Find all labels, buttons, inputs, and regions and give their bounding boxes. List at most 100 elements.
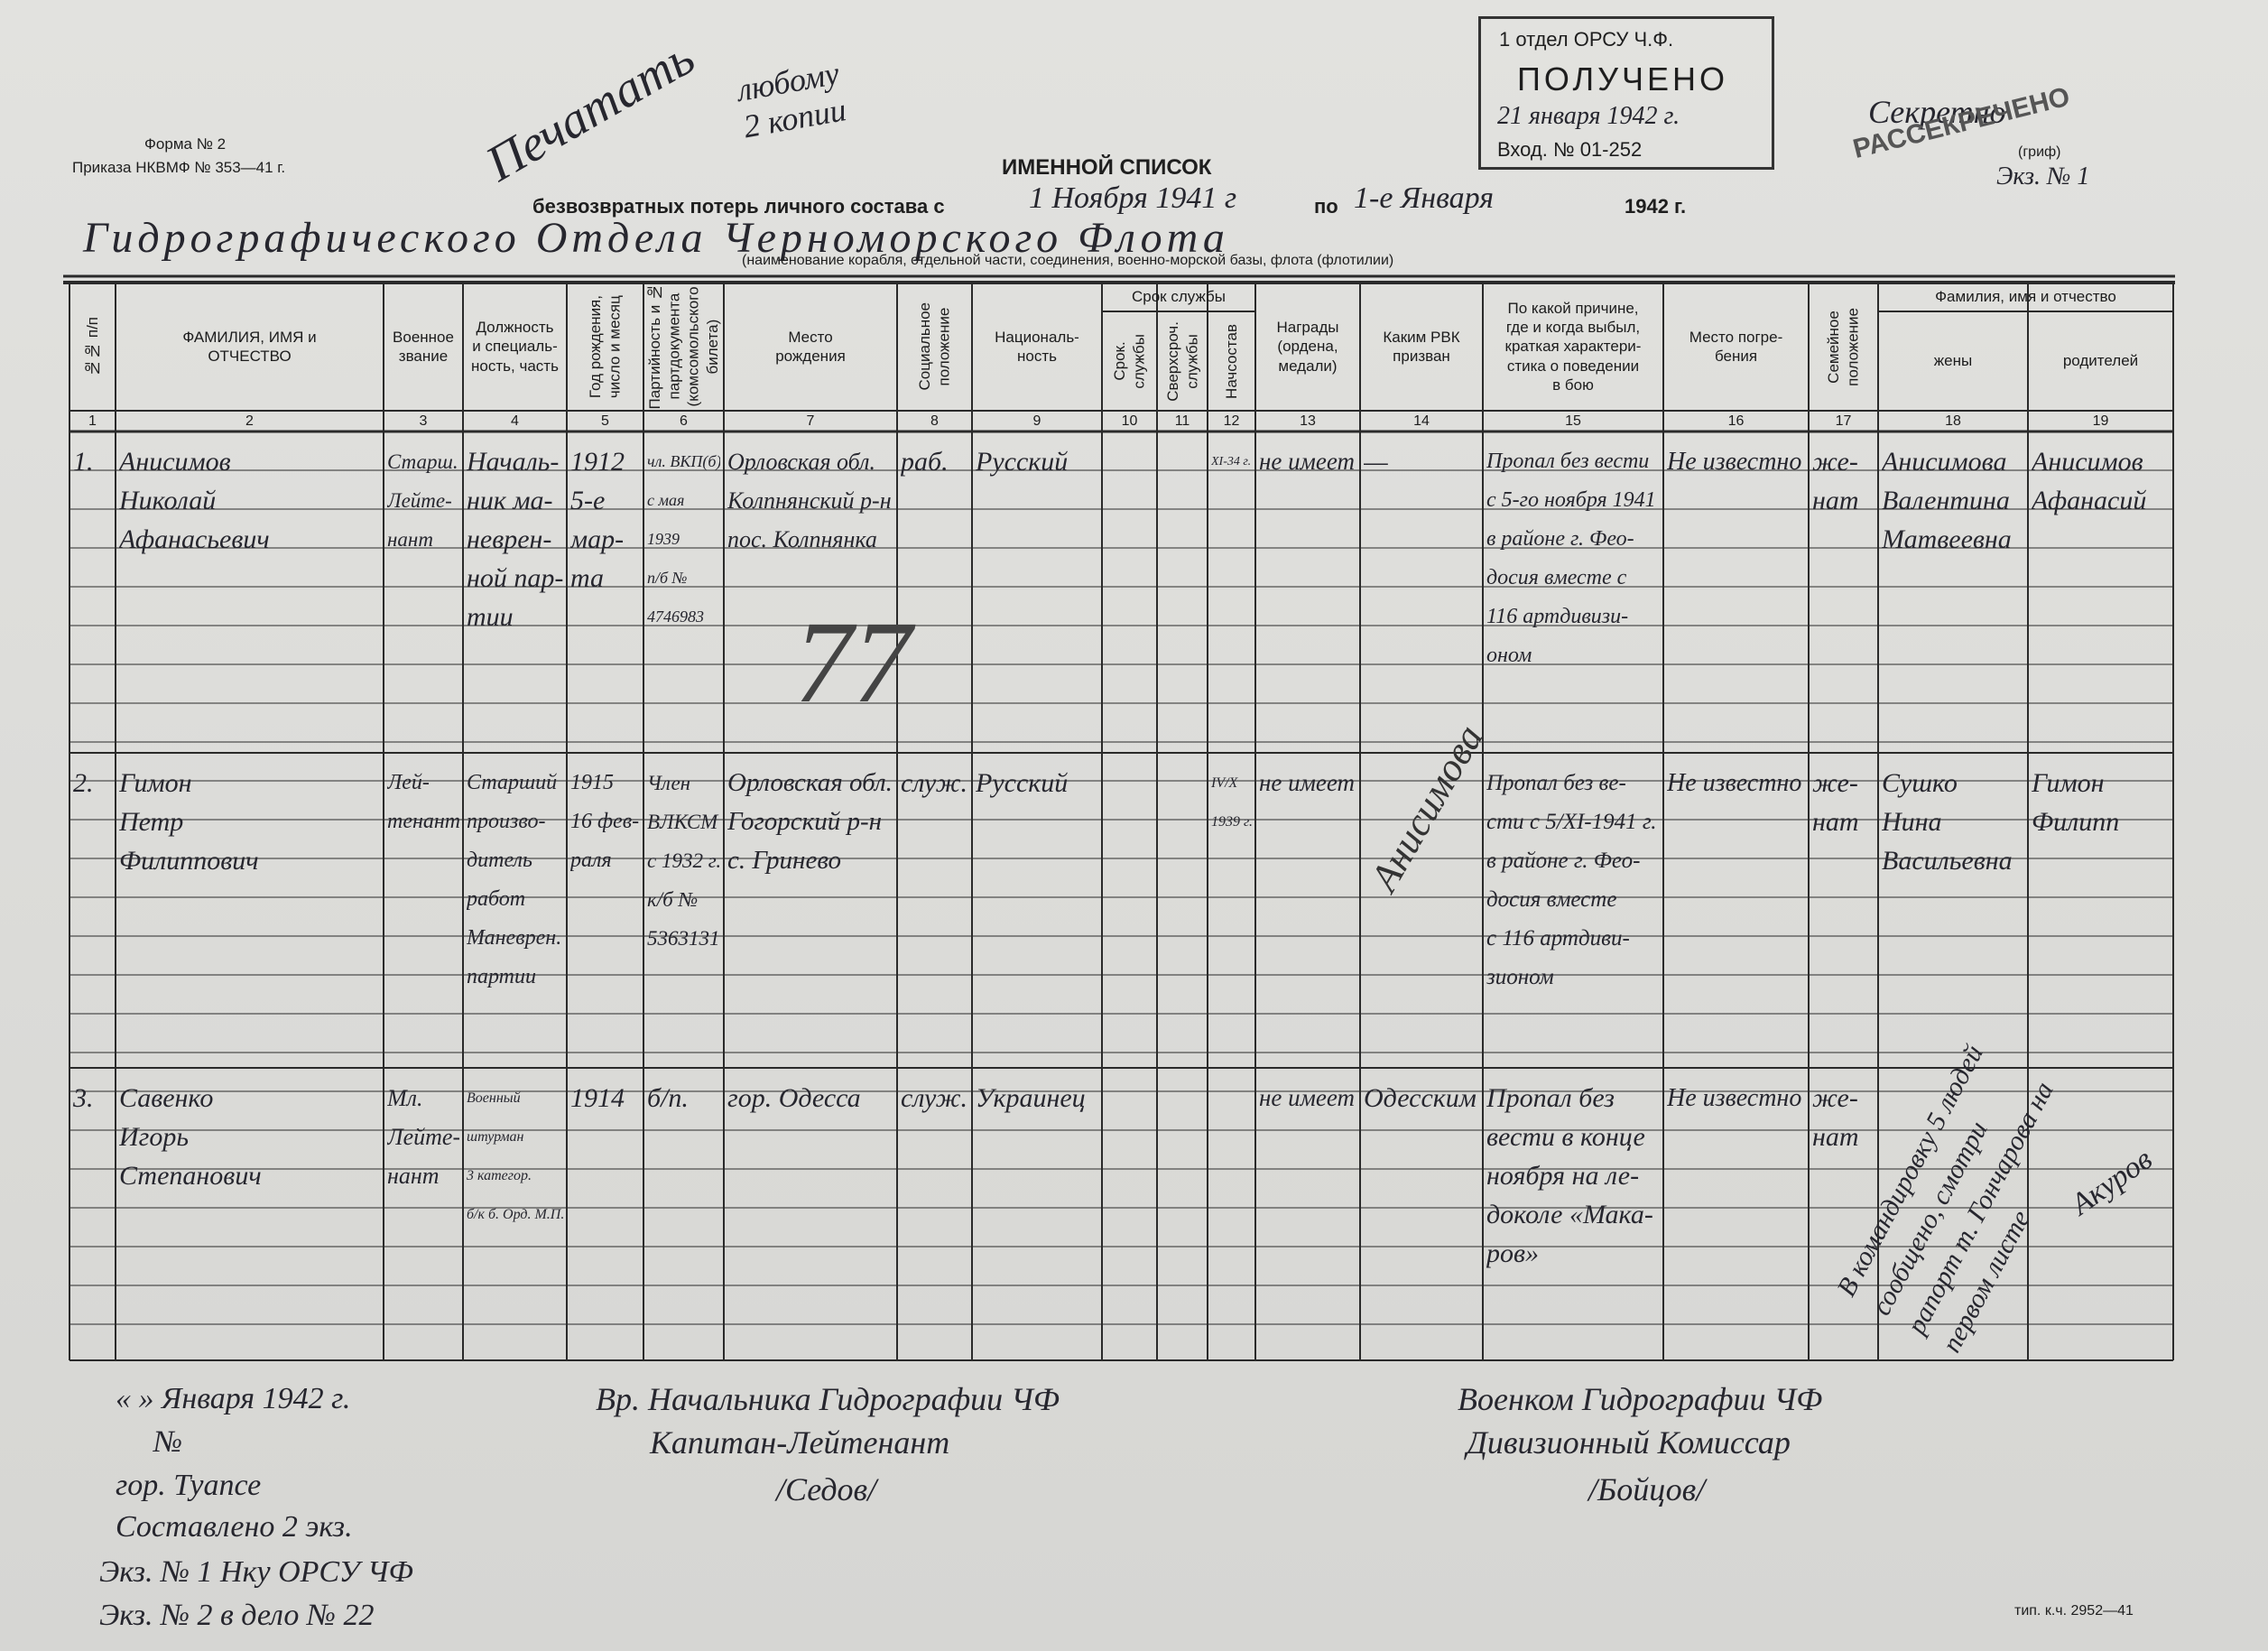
- table-cell: XI-34 г.: [1211, 455, 1252, 468]
- table-cell: Гимон Филипп: [2032, 768, 2120, 837]
- column-number-text: 16: [1727, 413, 1745, 429]
- table-cell: Член ВЛКСМ с 1932 г. к/б № 5363131: [647, 772, 720, 950]
- column-header: Срок. службы: [1102, 311, 1157, 411]
- footer-city: гор. Туапсе: [116, 1469, 262, 1502]
- from-date: 1 Ноября 1941 г: [1029, 181, 1237, 215]
- group-header-text: Фамилия, имя и отчество: [1935, 288, 2116, 306]
- table-cell: Старший произво- дитель работ Маневрен. …: [467, 771, 562, 988]
- table-cell: служ.: [901, 1083, 967, 1113]
- table-cell: же- нат: [1812, 447, 1859, 515]
- footer-copies: Составлено 2 экз.: [116, 1510, 353, 1544]
- column-number-text: 4: [511, 413, 519, 429]
- table-cell: раб.: [901, 447, 949, 477]
- column-header-text: Награды (ордена, медали): [1276, 319, 1339, 375]
- group-header: Срок службы: [1102, 283, 1255, 311]
- column-header-text: Националь- ность: [995, 328, 1079, 365]
- column-number: 8: [897, 411, 972, 431]
- column-number: 4: [463, 411, 567, 431]
- column-header-text: Военное звание: [393, 328, 454, 365]
- column-number-text: 17: [1835, 413, 1852, 429]
- column-header-text: Социальное положение: [916, 302, 953, 391]
- column-number-text: 18: [1945, 413, 1961, 429]
- table-cell: Не известно: [1667, 1084, 1802, 1112]
- table-cell: не имеет: [1259, 448, 1355, 475]
- table-cell: IV/X 1939 г.: [1211, 775, 1252, 830]
- column-header: Год рождения, число и месяц: [567, 283, 643, 411]
- table-cell: Русский: [976, 768, 1069, 798]
- column-header: Место погре- бения: [1663, 283, 1809, 411]
- unit-caption: (наименование корабля, отдельной части, …: [742, 253, 1394, 268]
- stamp-department: 1 отдел ОРСУ Ч.Ф.: [1499, 28, 1674, 51]
- received-stamp: 1 отдел ОРСУ Ч.Ф. ПОЛУЧЕНО 21 января 194…: [1478, 16, 1774, 170]
- column-header: Каким РВК призван: [1360, 283, 1483, 411]
- column-header-text: Срок. службы: [1111, 333, 1148, 389]
- table-cell: Лей- тенант: [387, 771, 459, 833]
- table-cell: служ.: [901, 768, 967, 798]
- to-word: по: [1314, 195, 1338, 218]
- column-number: 13: [1255, 411, 1360, 431]
- table-cell: Одесским: [1364, 1083, 1477, 1113]
- column-header-text: №№ п/п: [83, 317, 101, 376]
- column-header-text: Начсостав: [1222, 323, 1240, 399]
- chief-name: /Седов/: [776, 1471, 877, 1507]
- stamp-received: ПОЛУЧЕНО: [1517, 60, 1728, 97]
- column-number: 15: [1483, 411, 1663, 431]
- table-cell: Мл. Лейте- нант: [387, 1085, 459, 1189]
- table-cell: Анисимов Афанасий: [2032, 447, 2147, 515]
- column-header: Место рождения: [724, 283, 897, 411]
- table-cell: 1914: [570, 1083, 625, 1113]
- column-header-text: Место рождения: [775, 328, 846, 365]
- column-header-text: Каким РВК призван: [1383, 328, 1460, 365]
- column-header: По какой причине, где и когда выбыл, кра…: [1483, 283, 1663, 411]
- column-header-text: Сверхсроч. службы: [1163, 320, 1200, 402]
- column-header-text: Семейное положение: [1825, 307, 1862, 386]
- column-number-text: 13: [1300, 413, 1316, 429]
- footer-copy1: Экз. № 1 Нку ОРСУ ЧФ: [99, 1555, 413, 1589]
- column-number: 16: [1663, 411, 1809, 431]
- table-cell: 1.: [73, 447, 94, 477]
- table-cell: Не известно: [1667, 448, 1802, 476]
- subtitle: безвозвратных потерь личного состава с: [532, 195, 945, 218]
- commissar-name: /Бойцов/: [1588, 1471, 1706, 1507]
- column-number: 11: [1157, 411, 1208, 431]
- form-label: Форма № 2: [144, 135, 227, 153]
- table-cell: Орловская обл. Гогорский р-н с. Гринево: [727, 768, 893, 875]
- doc-title: ИМЕННОЙ СПИСОК: [1002, 155, 1212, 180]
- table-cell: не имеет: [1259, 1084, 1355, 1111]
- column-number: 9: [972, 411, 1102, 431]
- table-cell: 3.: [73, 1083, 94, 1113]
- table-cell: чл. ВКП(б) с мая 1939 п/б № 4746983: [647, 452, 720, 626]
- table-cell: Русский: [976, 447, 1069, 477]
- table-cell: Не известно: [1667, 769, 1802, 797]
- group-header-text: Срок службы: [1132, 288, 1226, 306]
- chief-rank: Капитан-Лейтенант: [650, 1424, 950, 1461]
- stamp-date: 21 января 1942 г.: [1497, 102, 1680, 130]
- footer-date: « » Января 1942 г.: [116, 1382, 351, 1415]
- column-number-text: 3: [419, 413, 428, 429]
- table-cell: не имеет: [1259, 769, 1355, 796]
- table-cell: б/п.: [647, 1083, 689, 1113]
- table-cell: Анисимов Николай Афанасьевич: [119, 447, 270, 554]
- column-header: Должность и специаль- ность, часть: [463, 283, 567, 411]
- column-number-text: 8: [930, 413, 939, 429]
- column-header-text: родителей: [2062, 352, 2139, 370]
- column-number-text: 14: [1413, 413, 1430, 429]
- column-number-text: 12: [1223, 413, 1240, 429]
- column-number: 10: [1102, 411, 1157, 431]
- commissar-rank: Дивизионный Комиссар: [1467, 1424, 1791, 1461]
- column-header: №№ п/п: [69, 283, 116, 411]
- column-header-text: Год рождения, число и месяц: [587, 294, 624, 399]
- column-header: Семейное положение: [1809, 283, 1878, 411]
- column-header: ФАМИЛИЯ, ИМЯ и ОТЧЕСТВО: [116, 283, 384, 411]
- table-cell: же- нат: [1812, 1083, 1859, 1152]
- table-cell: Пропал без вести с 5-го ноября 1941 в ра…: [1486, 450, 1656, 667]
- unit-name: Гидрографического Отдела Черноморского Ф…: [83, 214, 1229, 262]
- column-header: Сверхсроч. службы: [1157, 311, 1208, 411]
- column-number: 2: [116, 411, 384, 431]
- column-header-text: ФАМИЛИЯ, ИМЯ и ОТЧЕСТВО: [182, 328, 317, 365]
- table-cell: 1912 5-е мар- та: [570, 447, 625, 593]
- to-date: 1-е Января: [1354, 181, 1495, 215]
- column-number-text: 11: [1174, 413, 1190, 429]
- column-number: 6: [643, 411, 724, 431]
